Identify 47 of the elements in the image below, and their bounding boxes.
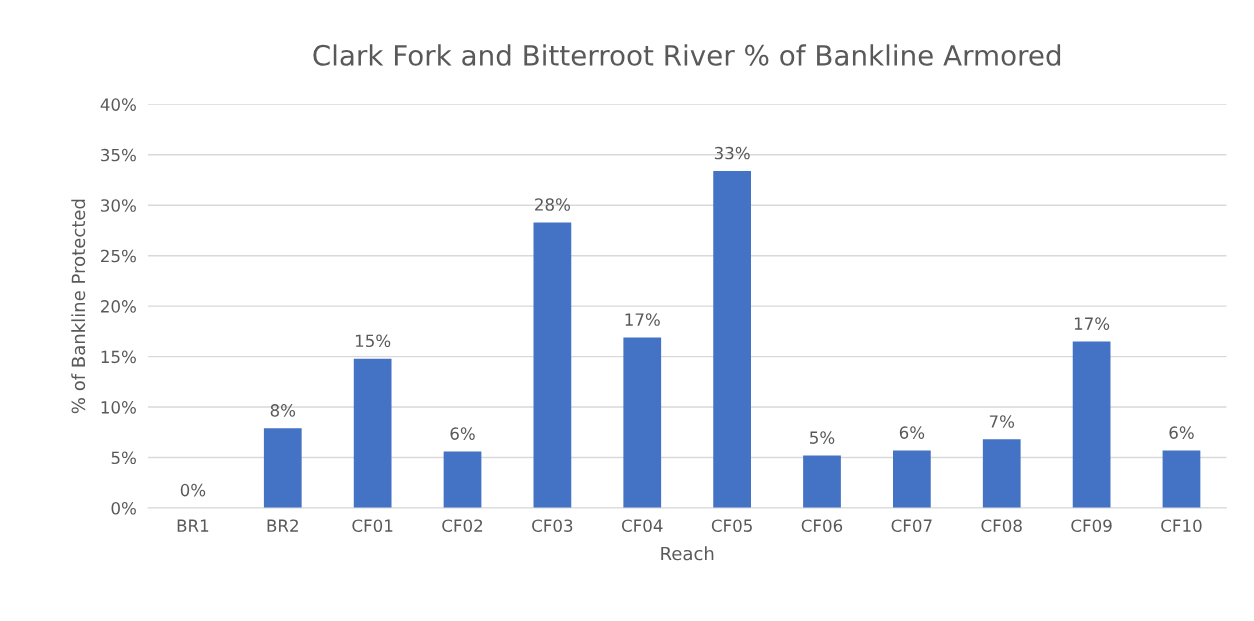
data-label: 15% [355,334,391,348]
data-label: 6% [450,427,475,440]
x-tick-label: CF05 [711,519,752,532]
x-tick-label: CF08 [981,519,1022,532]
data-label: 17% [1074,317,1110,330]
x-axis-title: Reach [661,546,714,561]
bar [713,170,751,508]
x-tick-label: CF03 [532,519,573,532]
x-tick-label: CF10 [1161,519,1202,532]
y-tick-label: 15% [101,350,136,364]
x-tick-label: BR2 [267,519,298,532]
data-label: 28% [535,198,570,211]
y-tick-label: 10% [101,401,136,414]
data-label: 6% [1169,426,1194,439]
x-tick-label: CF07 [891,519,932,532]
y-tick-label: 0% [111,501,136,515]
bar [623,337,662,508]
x-tick-label: CF06 [801,519,843,532]
y-tick-label: 5% [111,451,136,465]
bar [1162,450,1201,508]
bar [803,455,841,508]
y-axis-title: % of Bankline Protected [71,199,86,414]
y-tick-label: 30% [101,199,136,212]
y-tick-label: 35% [101,148,136,162]
y-tick-label: 20% [101,300,136,313]
x-tick-label: CF04 [621,519,663,532]
data-label: 17% [625,313,660,326]
data-label: 7% [989,415,1015,428]
data-label: 6% [899,426,925,439]
x-tick-label: BR1 [177,519,209,532]
y-tick-label: 40% [100,98,136,111]
bar [982,439,1021,508]
bar [353,358,392,508]
x-tick-label: CF02 [442,519,483,532]
bar [1072,341,1111,508]
x-tick-label: CF01 [352,519,393,532]
data-label: 0% [180,483,206,497]
data-label: 5% [810,431,835,444]
bar [443,451,482,508]
data-label: 8% [270,404,296,417]
chart-title: Clark Fork and Bitterroot River % of Bankline Armored [313,44,1061,66]
data-label: 33% [714,146,750,160]
bar [263,428,302,508]
bar [533,222,572,508]
x-tick-label: CF09 [1071,519,1112,532]
bar [892,450,931,508]
y-tick-label: 25% [101,249,136,263]
